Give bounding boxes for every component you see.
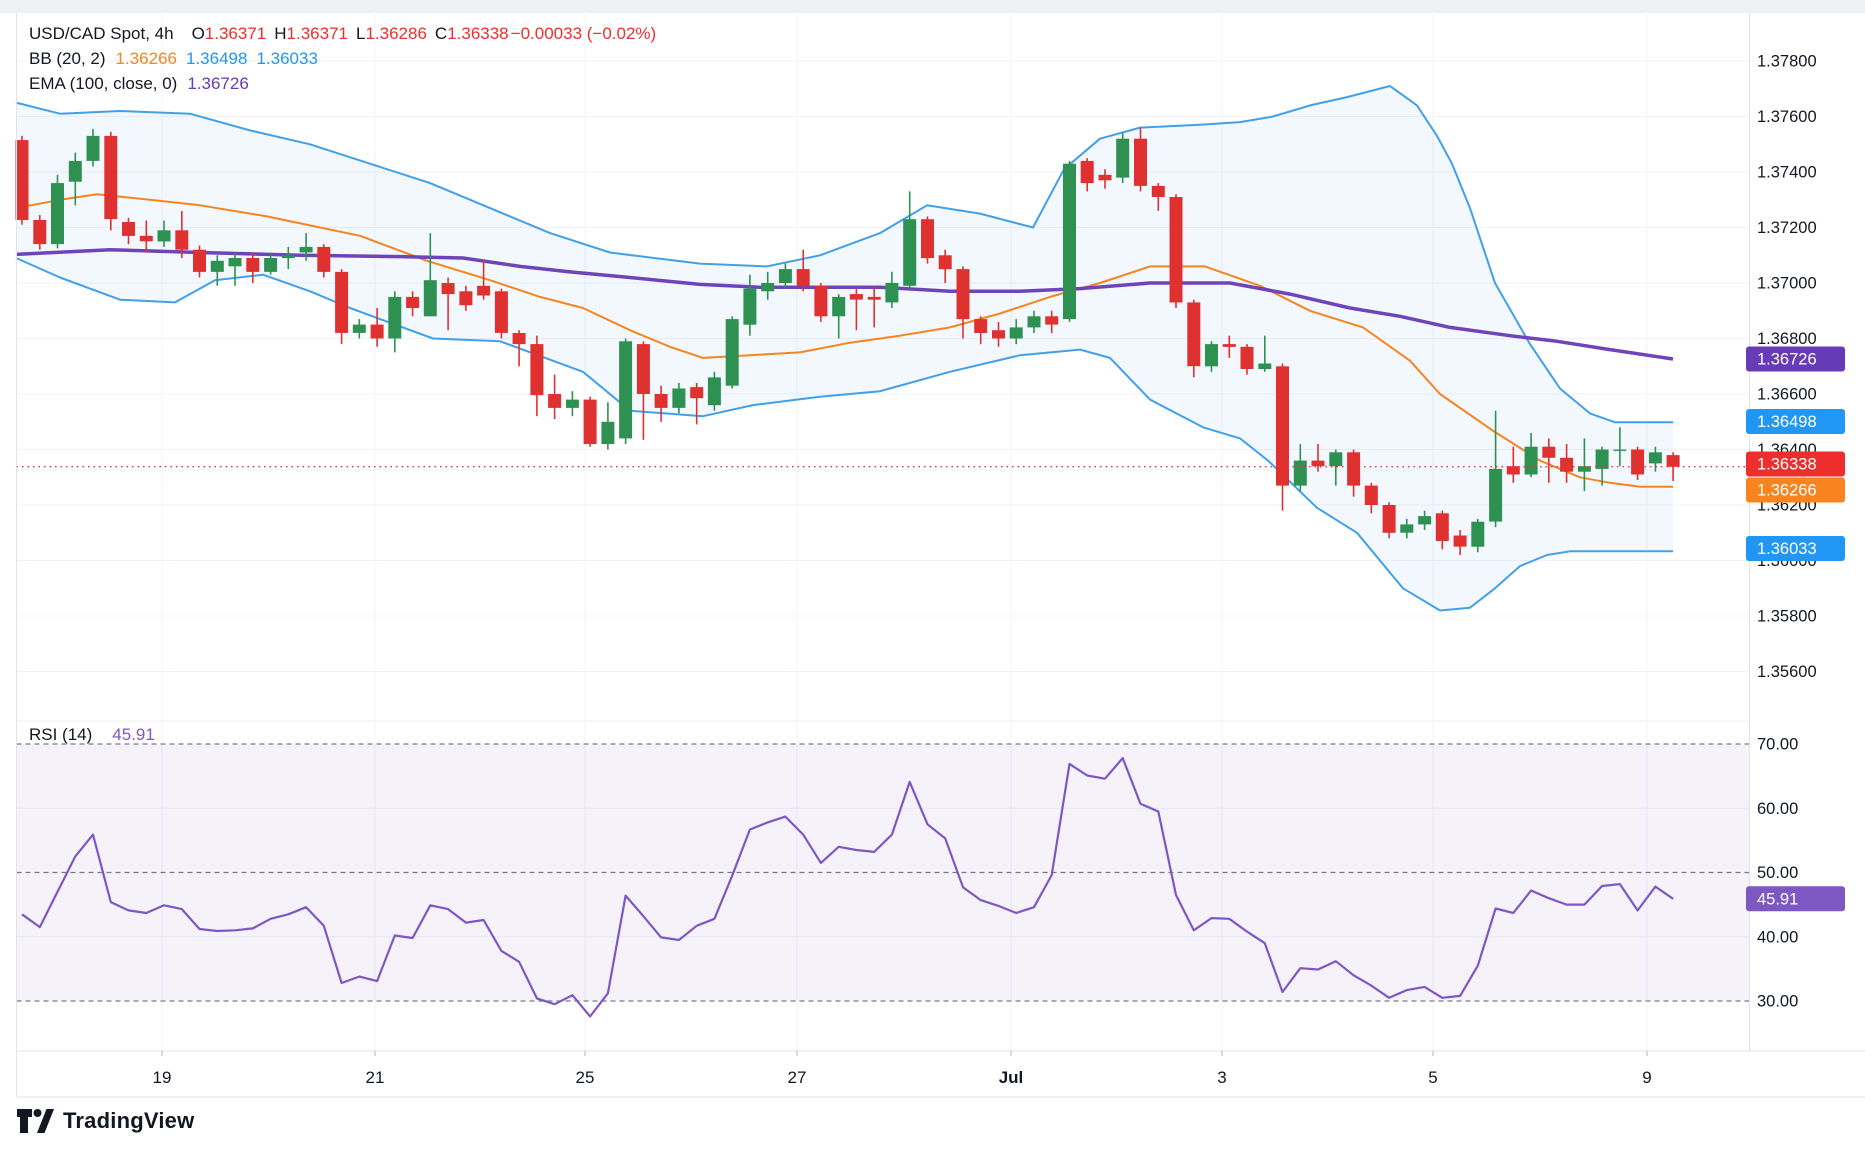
legend-bb-row[interactable]: BB (20, 2) 1.36266 1.36498 1.36033 — [29, 46, 656, 71]
bb-lower-line — [15, 257, 1673, 612]
svg-text:1.36266: 1.36266 — [1757, 482, 1817, 500]
svg-text:30.00: 30.00 — [1757, 993, 1798, 1011]
ohlc-values: O1.36371 H1.36371 L1.36286 C1.36338 — [184, 24, 509, 43]
svg-text:40.00: 40.00 — [1757, 928, 1798, 946]
svg-text:3: 3 — [1217, 1068, 1226, 1087]
watermark-text: TradingView — [63, 1108, 195, 1133]
svg-text:1.36033: 1.36033 — [1757, 540, 1817, 558]
bb-fill — [16, 86, 1673, 611]
bb-values: 1.36266 1.36498 1.36033 — [116, 49, 327, 68]
svg-text:1.37600: 1.37600 — [1757, 108, 1817, 126]
ohlc-value: 1.36338 — [447, 24, 509, 43]
svg-text:50.00: 50.00 — [1757, 864, 1798, 882]
price-change: −0.00033 (−0.02%) — [510, 24, 657, 43]
ema-indicator-label: EMA (100, close, 0) — [29, 74, 178, 93]
tradingview-logo-icon — [17, 1109, 54, 1133]
svg-text:1.36800: 1.36800 — [1757, 330, 1817, 348]
svg-text:9: 9 — [1642, 1068, 1651, 1087]
rsi-indicator-label: RSI (14) — [29, 725, 93, 744]
svg-text:25: 25 — [576, 1068, 595, 1087]
symbol-title: USD/CAD Spot, 4h — [29, 24, 174, 43]
svg-text:1.36338: 1.36338 — [1757, 456, 1817, 474]
rsi-value: 45.91 — [112, 725, 155, 744]
legend-symbol-row[interactable]: USD/CAD Spot, 4h O1.36371 H1.36371 L1.36286… — [29, 21, 656, 46]
bb-basis-line — [15, 193, 1673, 488]
ohlc-key: L — [355, 24, 366, 43]
svg-text:21: 21 — [366, 1068, 385, 1087]
ohlc-value: 1.36286 — [365, 24, 427, 43]
svg-text:60.00: 60.00 — [1757, 800, 1798, 818]
legend-rsi[interactable]: RSI (14) 45.91 — [29, 722, 155, 747]
ohlc-key: H — [274, 24, 287, 43]
bb-value: 1.36266 — [115, 49, 177, 68]
price-badges[interactable]: 1.36726 1.36498 1.36338 1.36266 1.36033 45.91 — [1746, 346, 1845, 912]
ohlc-key: O — [191, 24, 205, 43]
bb-value: 1.36498 — [186, 49, 248, 68]
bb-value: 1.36033 — [256, 49, 318, 68]
ohlc-value: 1.36371 — [204, 24, 267, 43]
legend-ema-row[interactable]: EMA (100, close, 0) 1.36726 — [29, 71, 656, 96]
svg-text:70.00: 70.00 — [1757, 736, 1798, 754]
ohlc-value: 1.36371 — [286, 24, 348, 43]
ema-line — [15, 247, 1674, 361]
svg-text:19: 19 — [153, 1068, 172, 1087]
svg-text:45.91: 45.91 — [1757, 890, 1798, 908]
time-axis[interactable]: 19 21 25 27 Jul 3 5 9 — [153, 1051, 1652, 1087]
svg-text:1.35800: 1.35800 — [1757, 608, 1817, 626]
svg-text:27: 27 — [788, 1068, 807, 1087]
svg-text:1.35600: 1.35600 — [1757, 663, 1817, 681]
svg-text:1.36726: 1.36726 — [1757, 351, 1817, 369]
tradingview-watermark[interactable]: TradingView — [17, 1108, 194, 1134]
candlestick-layer[interactable] — [15, 127, 1680, 555]
svg-text:1.36600: 1.36600 — [1757, 386, 1817, 404]
svg-text:5: 5 — [1428, 1068, 1437, 1087]
svg-text:1.37200: 1.37200 — [1757, 219, 1817, 237]
ohlc-key: C — [434, 24, 448, 43]
svg-text:Jul: Jul — [999, 1068, 1024, 1087]
price-axis[interactable]: 1.37800 1.37600 1.37400 1.37200 1.37000 1.368… — [1757, 53, 1817, 1011]
svg-text:1.36498: 1.36498 — [1757, 413, 1817, 431]
svg-text:1.37400: 1.37400 — [1757, 164, 1817, 182]
svg-text:1.37000: 1.37000 — [1757, 275, 1817, 293]
legend-main: USD/CAD Spot, 4h O1.36371 H1.36371 L1.36286… — [29, 21, 656, 96]
top-strip — [0, 0, 1865, 13]
rsi-line — [21, 757, 1674, 1018]
bb-indicator-label: BB (20, 2) — [29, 49, 106, 68]
svg-text:1.37800: 1.37800 — [1757, 53, 1817, 71]
ema-value: 1.36726 — [187, 74, 249, 93]
